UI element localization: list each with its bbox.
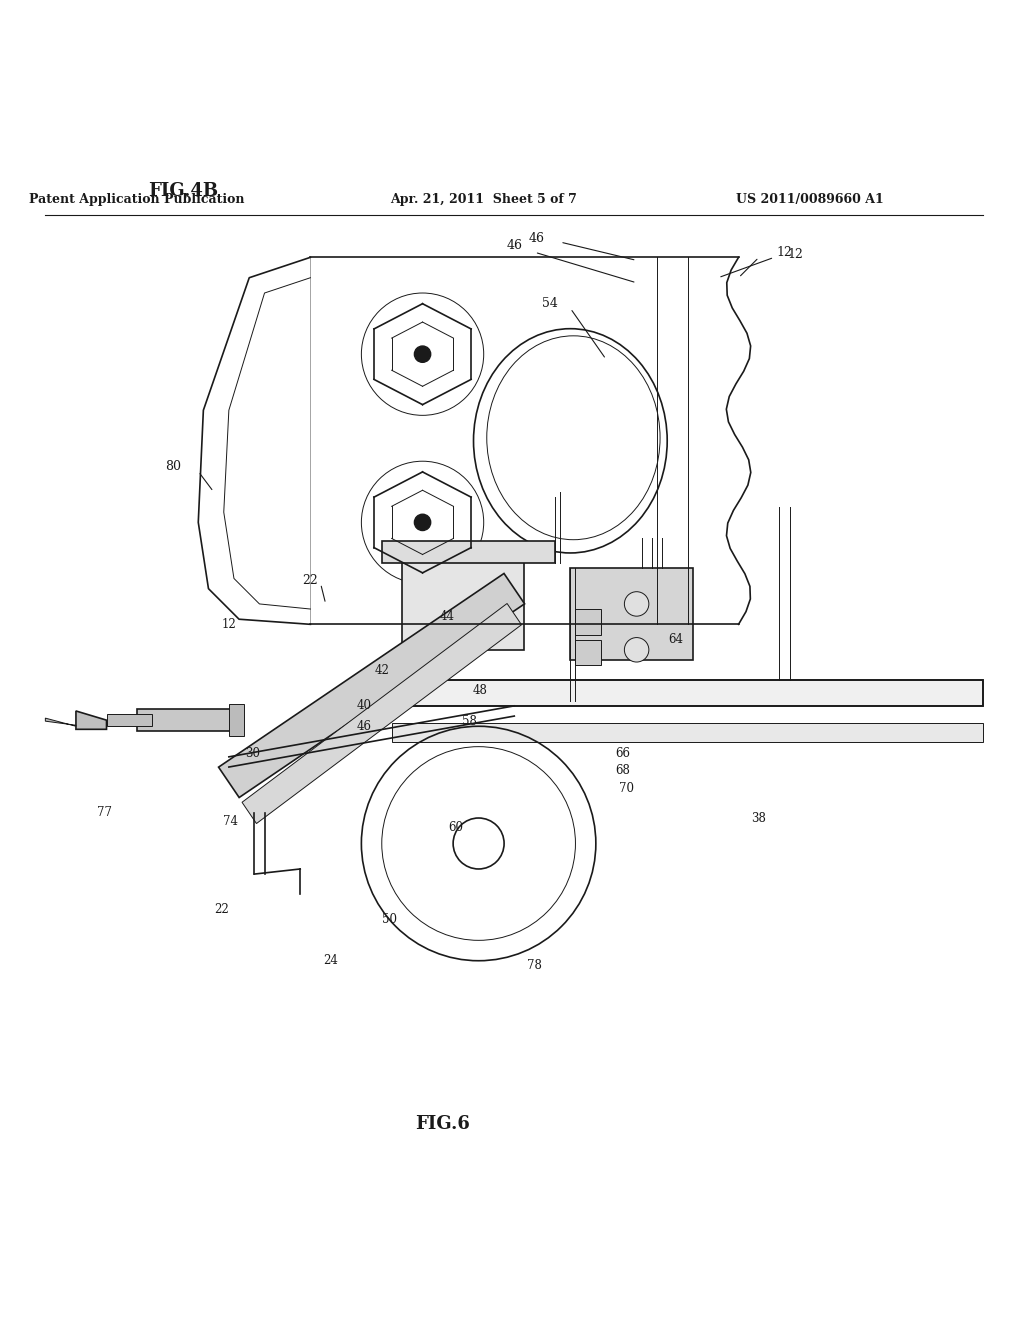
Bar <box>392 680 983 706</box>
Text: 44: 44 <box>439 610 455 623</box>
Text: 80: 80 <box>165 459 181 473</box>
Text: 78: 78 <box>527 960 542 973</box>
Text: 70: 70 <box>618 781 634 795</box>
Text: 74: 74 <box>223 814 239 828</box>
Text: 68: 68 <box>614 763 630 776</box>
Text: 46: 46 <box>357 719 372 733</box>
Text: 22: 22 <box>302 574 318 587</box>
Text: 60: 60 <box>449 821 464 834</box>
Bar <box>570 568 692 660</box>
Bar <box>106 714 153 726</box>
Bar <box>382 541 555 564</box>
Text: 12: 12 <box>787 248 804 261</box>
Bar <box>137 709 239 731</box>
Circle shape <box>625 591 649 616</box>
Text: 46: 46 <box>506 239 522 252</box>
Text: 66: 66 <box>614 747 630 760</box>
Circle shape <box>415 515 431 531</box>
Text: Patent Application Publication: Patent Application Publication <box>30 193 245 206</box>
Text: 22: 22 <box>214 903 229 916</box>
Text: 77: 77 <box>97 807 112 820</box>
Text: FIG.4B: FIG.4B <box>147 182 218 201</box>
Text: 40: 40 <box>357 700 372 713</box>
Bar <box>575 609 601 635</box>
Text: 50: 50 <box>382 913 397 927</box>
Polygon shape <box>45 718 76 726</box>
Text: 30: 30 <box>245 747 260 760</box>
Circle shape <box>415 346 431 362</box>
Text: 42: 42 <box>375 664 389 677</box>
Bar <box>402 558 524 649</box>
Text: Apr. 21, 2011  Sheet 5 of 7: Apr. 21, 2011 Sheet 5 of 7 <box>390 193 578 206</box>
Circle shape <box>625 638 649 663</box>
Polygon shape <box>76 711 106 730</box>
Text: 46: 46 <box>528 232 545 246</box>
Text: FIG.6: FIG.6 <box>416 1115 470 1133</box>
Text: 12: 12 <box>776 246 793 259</box>
Text: 38: 38 <box>752 812 766 825</box>
Text: 64: 64 <box>668 634 683 645</box>
Text: 54: 54 <box>542 297 558 310</box>
Text: 24: 24 <box>324 954 338 968</box>
Text: 12: 12 <box>221 618 237 631</box>
Text: 48: 48 <box>472 684 487 697</box>
Text: 58: 58 <box>462 714 477 727</box>
Bar <box>392 723 983 742</box>
Bar <box>575 640 601 665</box>
Polygon shape <box>242 603 521 824</box>
Text: US 2011/0089660 A1: US 2011/0089660 A1 <box>736 193 884 206</box>
Polygon shape <box>218 573 524 797</box>
Bar <box>392 680 983 706</box>
Bar <box>228 704 244 737</box>
